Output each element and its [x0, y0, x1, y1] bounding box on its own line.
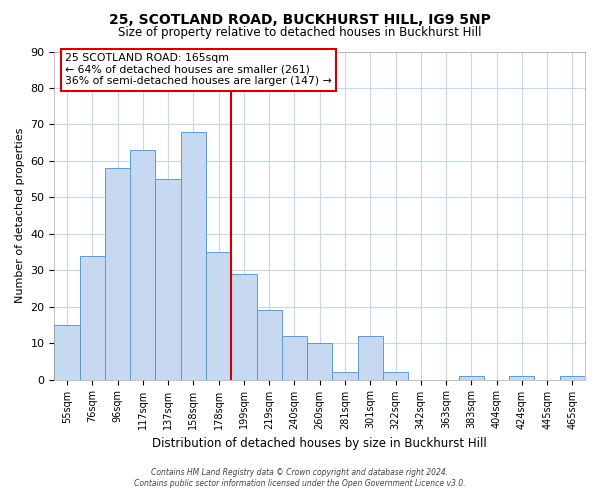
Text: 25 SCOTLAND ROAD: 165sqm
← 64% of detached houses are smaller (261)
36% of semi-: 25 SCOTLAND ROAD: 165sqm ← 64% of detach…: [65, 53, 332, 86]
Bar: [358, 336, 383, 380]
X-axis label: Distribution of detached houses by size in Buckhurst Hill: Distribution of detached houses by size …: [152, 437, 487, 450]
Bar: [105, 168, 130, 380]
Bar: [206, 252, 231, 380]
Bar: [231, 274, 257, 380]
Bar: [458, 376, 484, 380]
Bar: [130, 150, 155, 380]
Text: Size of property relative to detached houses in Buckhurst Hill: Size of property relative to detached ho…: [118, 26, 482, 39]
Bar: [155, 179, 181, 380]
Bar: [509, 376, 535, 380]
Bar: [80, 256, 105, 380]
Bar: [332, 372, 358, 380]
Bar: [282, 336, 307, 380]
Text: 25, SCOTLAND ROAD, BUCKHURST HILL, IG9 5NP: 25, SCOTLAND ROAD, BUCKHURST HILL, IG9 5…: [109, 12, 491, 26]
Y-axis label: Number of detached properties: Number of detached properties: [15, 128, 25, 303]
Bar: [181, 132, 206, 380]
Text: Contains HM Land Registry data © Crown copyright and database right 2024.
Contai: Contains HM Land Registry data © Crown c…: [134, 468, 466, 487]
Bar: [55, 325, 80, 380]
Bar: [560, 376, 585, 380]
Bar: [257, 310, 282, 380]
Bar: [307, 343, 332, 380]
Bar: [383, 372, 408, 380]
